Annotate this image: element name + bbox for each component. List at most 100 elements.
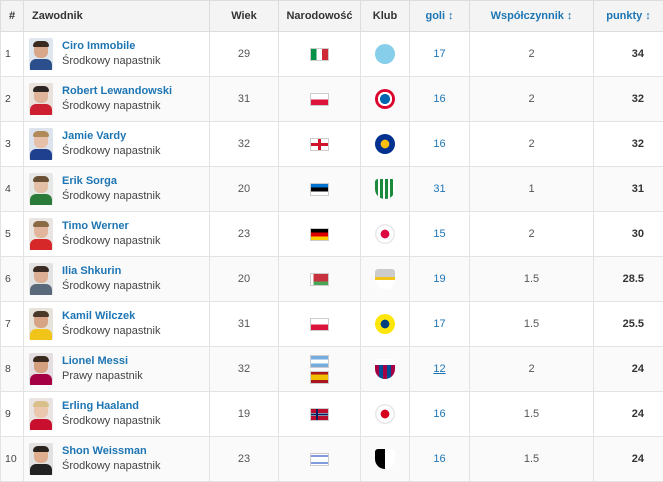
bayern-crest-icon[interactable] xyxy=(375,89,395,109)
barcelona-crest-icon[interactable] xyxy=(375,359,395,379)
flag-norway-icon xyxy=(310,408,329,421)
player-cell: Jamie Vardy Środkowy napastnik xyxy=(24,122,210,167)
age-cell: 31 xyxy=(210,77,279,122)
player-position: Środkowy napastnik xyxy=(62,53,160,69)
player-photo-icon[interactable] xyxy=(29,308,53,340)
goals-cell[interactable]: 17 xyxy=(410,32,470,77)
player-name-link[interactable]: Timo Werner xyxy=(62,219,160,233)
points-cell: 24 xyxy=(594,392,663,437)
player-name-link[interactable]: Shon Weissman xyxy=(62,444,160,458)
flora-crest-icon[interactable] xyxy=(375,179,395,199)
club-crest-icon[interactable] xyxy=(375,269,395,289)
club-cell xyxy=(361,77,410,122)
table-row: 2 Robert Lewandowski Środkowy napastnik … xyxy=(1,77,663,122)
flag-germany-icon xyxy=(310,228,329,241)
player-name-link[interactable]: Ilia Shkurin xyxy=(62,264,160,278)
points-cell: 32 xyxy=(594,77,663,122)
table-row: 7 Kamil Wilczek Środkowy napastnik 31 17 xyxy=(1,302,663,347)
goals-value[interactable]: 19 xyxy=(433,273,445,285)
player-name-link[interactable]: Erik Sorga xyxy=(62,174,160,188)
goals-cell[interactable]: 12 xyxy=(410,347,470,392)
club-cell xyxy=(361,437,410,482)
nationality-cell xyxy=(279,392,361,437)
club-cell xyxy=(361,347,410,392)
age-cell: 32 xyxy=(210,122,279,167)
player-name-link[interactable]: Robert Lewandowski xyxy=(62,84,172,98)
goals-cell[interactable]: 16 xyxy=(410,392,470,437)
coefficient-cell: 1.5 xyxy=(470,257,594,302)
player-position: Środkowy napastnik xyxy=(62,188,160,204)
points-cell: 24 xyxy=(594,347,663,392)
table-row: 9 Erling Haaland Środkowy napastnik 19 1… xyxy=(1,392,663,437)
goals-value[interactable]: 16 xyxy=(433,453,445,465)
goals-cell[interactable]: 15 xyxy=(410,212,470,257)
player-photo-icon[interactable] xyxy=(29,398,53,430)
table-row: 10 Shon Weissman Środkowy napastnik 23 1… xyxy=(1,437,663,482)
player-name-link[interactable]: Lionel Messi xyxy=(62,354,143,368)
header-coefficient-sort[interactable]: Współczynnik↕ xyxy=(470,1,594,32)
goals-cell[interactable]: 16 xyxy=(410,122,470,167)
leipzig-crest-icon[interactable] xyxy=(375,224,395,244)
flag-argentina-icon xyxy=(310,355,329,368)
coefficient-cell: 1.5 xyxy=(470,392,594,437)
sort-icon: ↕ xyxy=(448,10,454,22)
goals-value[interactable]: 31 xyxy=(433,183,445,195)
salzburg-crest-icon[interactable] xyxy=(375,404,395,424)
coefficient-cell: 2 xyxy=(470,122,594,167)
header-goals-sort[interactable]: goli↕ xyxy=(410,1,470,32)
goals-cell[interactable]: 19 xyxy=(410,257,470,302)
club-cell xyxy=(361,392,410,437)
nationality-cell xyxy=(279,77,361,122)
wolfsberg-crest-icon[interactable] xyxy=(375,449,395,469)
coefficient-cell: 1.5 xyxy=(470,302,594,347)
goals-cell[interactable]: 31 xyxy=(410,167,470,212)
table-row: 8 Lionel Messi Prawy napastnik 32 12 2 xyxy=(1,347,663,392)
lazio-crest-icon[interactable] xyxy=(375,44,395,64)
player-name-link[interactable]: Kamil Wilczek xyxy=(62,309,160,323)
goals-cell[interactable]: 16 xyxy=(410,77,470,122)
player-photo-icon[interactable] xyxy=(29,263,53,295)
leicester-crest-icon[interactable] xyxy=(375,134,395,154)
coefficient-cell: 2 xyxy=(470,347,594,392)
goals-value[interactable]: 16 xyxy=(433,408,445,420)
rank-cell: 3 xyxy=(1,122,24,167)
player-photo-icon[interactable] xyxy=(29,38,53,70)
points-cell: 28.5 xyxy=(594,257,663,302)
goals-value[interactable]: 17 xyxy=(433,48,445,60)
player-photo-icon[interactable] xyxy=(29,83,53,115)
player-name-link[interactable]: Ciro Immobile xyxy=(62,39,160,53)
goals-value[interactable]: 12 xyxy=(433,363,445,375)
sort-icon: ↕ xyxy=(567,10,573,22)
points-cell: 24 xyxy=(594,437,663,482)
nationality-cell xyxy=(279,32,361,77)
goals-cell[interactable]: 16 xyxy=(410,437,470,482)
nationality-cell xyxy=(279,122,361,167)
player-cell: Ciro Immobile Środkowy napastnik xyxy=(24,32,210,77)
player-photo-icon[interactable] xyxy=(29,128,53,160)
flag-england-icon xyxy=(310,138,329,151)
goals-value[interactable]: 16 xyxy=(433,138,445,150)
goals-value[interactable]: 15 xyxy=(433,228,445,240)
player-cell: Lionel Messi Prawy napastnik xyxy=(24,347,210,392)
player-position: Środkowy napastnik xyxy=(62,233,160,249)
header-points-sort[interactable]: punkty↕ xyxy=(594,1,663,32)
player-photo-icon[interactable] xyxy=(29,443,53,475)
header-player: Zawodnik xyxy=(24,1,210,32)
rank-cell: 10 xyxy=(1,437,24,482)
goals-value[interactable]: 17 xyxy=(433,318,445,330)
player-photo-icon[interactable] xyxy=(29,173,53,205)
player-position: Prawy napastnik xyxy=(62,368,143,384)
player-cell: Robert Lewandowski Środkowy napastnik xyxy=(24,77,210,122)
player-name-link[interactable]: Jamie Vardy xyxy=(62,129,160,143)
player-name-link[interactable]: Erling Haaland xyxy=(62,399,160,413)
goals-cell[interactable]: 17 xyxy=(410,302,470,347)
player-photo-icon[interactable] xyxy=(29,218,53,250)
coefficient-cell: 2 xyxy=(470,32,594,77)
goals-value[interactable]: 16 xyxy=(433,93,445,105)
table-header-row: # Zawodnik Wiek Narodowość Klub goli↕ Ws… xyxy=(1,1,663,32)
player-photo-icon[interactable] xyxy=(29,353,53,385)
player-cell: Kamil Wilczek Środkowy napastnik xyxy=(24,302,210,347)
brondby-crest-icon[interactable] xyxy=(375,314,395,334)
table-row: 3 Jamie Vardy Środkowy napastnik 32 16 2 xyxy=(1,122,663,167)
